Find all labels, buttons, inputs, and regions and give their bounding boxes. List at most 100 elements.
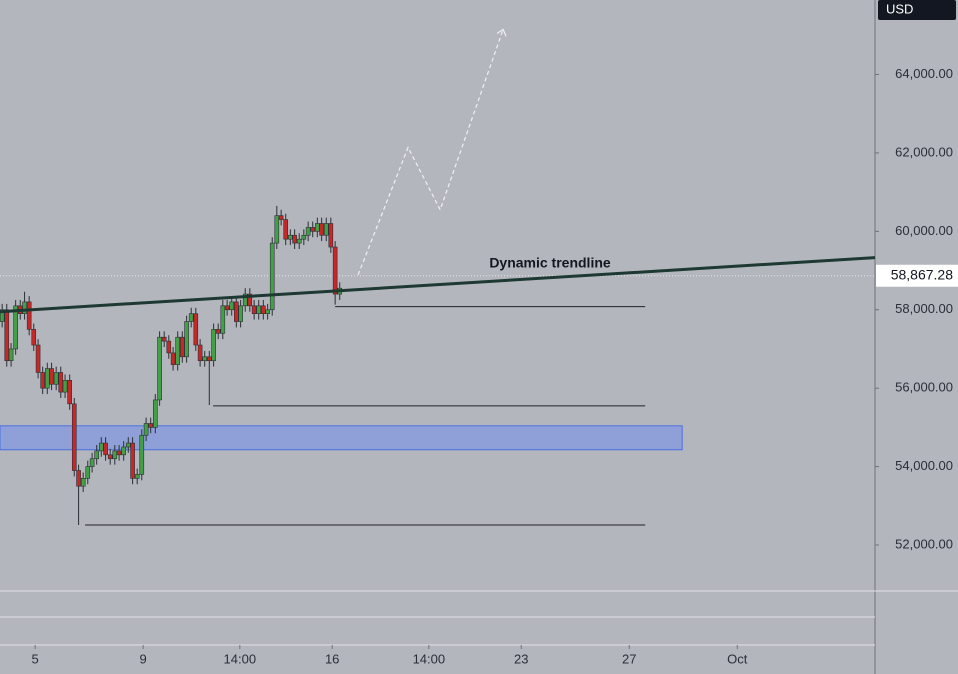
candle-body [62,380,68,393]
candle-body [175,336,181,365]
currency-badge [878,0,956,20]
candle-body [269,242,275,311]
candle-body [80,478,86,487]
candle-body [319,223,324,236]
candle-body [179,336,185,358]
candle-body [197,344,203,362]
candle-body [305,227,311,236]
candle-body [328,223,334,248]
candle-body [274,215,280,244]
candle-body [215,329,221,334]
candle-body [278,215,284,220]
candle-body [242,293,248,307]
candle-body [301,234,307,240]
candle-body [261,305,266,314]
candle-body [4,309,10,362]
y-tick-label: 56,000.00 [895,380,953,395]
candle-body [193,313,199,346]
current-price-badge [876,264,958,287]
candle-body [76,470,81,487]
candle-body [67,380,72,405]
candle-body [292,234,297,244]
candle-body [256,305,262,314]
x-tick-label: Oct [727,651,748,666]
trendline-label: Dynamic trendline [489,254,611,270]
candle-body [170,352,176,365]
candle-body [202,356,208,362]
candle-body [247,293,253,307]
candle-body [116,450,122,456]
candle-body [265,309,270,314]
projection-arrowhead [496,28,507,37]
candle-body [130,442,135,479]
candle-body [0,309,5,322]
trendline [0,256,876,314]
candle-body [103,442,108,456]
candle-body [94,450,99,460]
candle-body [35,344,41,373]
candle-body [220,305,226,334]
candle-body [143,423,149,436]
candle-body [152,399,158,428]
x-tick-label: 5 [31,651,38,666]
candle-body [157,336,162,401]
candle-body [44,368,50,389]
candle-body [26,301,32,330]
candle-body [125,442,131,448]
candle-body [229,301,235,311]
candle-body [188,313,194,322]
candle-body [332,246,338,295]
y-tick-label: 52,000.00 [895,536,953,551]
candle-body [31,329,37,346]
x-tick-label: 14:00 [413,651,446,666]
candle-body [148,423,153,428]
candle-body [49,368,54,385]
candle-body [107,454,113,460]
candle-body [288,234,293,240]
y-tick-label: 54,000.00 [895,458,953,473]
candle-body [85,466,91,479]
candle-body [234,301,239,322]
y-tick-label: 60,000.00 [895,223,953,238]
x-tick-label: 14:00 [224,651,257,666]
candle-body [296,238,302,244]
candle-body [71,403,77,471]
candle-body [184,321,189,358]
candle-body [211,329,216,362]
zone [0,425,683,451]
x-tick-label: 9 [140,651,147,666]
candle-body [53,372,59,385]
candle-body [206,356,212,362]
candle-body [283,219,289,240]
x-tick-label: 27 [622,651,636,666]
candle-body [224,305,230,311]
candle-body [98,442,104,452]
current-price-label: 58,867.28 [891,266,953,282]
x-tick-label: 23 [514,651,528,666]
y-tick-label: 58,000.00 [895,301,953,316]
candle-body [166,340,172,354]
y-tick-label: 62,000.00 [895,144,953,159]
candle-body [310,227,316,232]
y-tick-label: 64,000.00 [895,66,953,81]
candle-body [89,458,95,467]
candle-body [22,301,27,314]
candle-body [251,305,257,314]
candle-body [58,372,64,393]
candle-body [315,223,320,232]
candle-body [40,372,45,389]
candle-body [8,348,14,362]
projection-path [357,29,504,276]
candle-body [121,446,126,456]
x-tick-label: 16 [325,651,339,666]
candle-body [13,305,18,350]
candle-body [139,434,145,475]
candle-body [238,305,243,322]
candle-body [134,474,140,479]
candle-body [323,223,329,236]
currency: USD [886,1,913,16]
candle-body [161,336,167,342]
candle-body [112,450,118,460]
